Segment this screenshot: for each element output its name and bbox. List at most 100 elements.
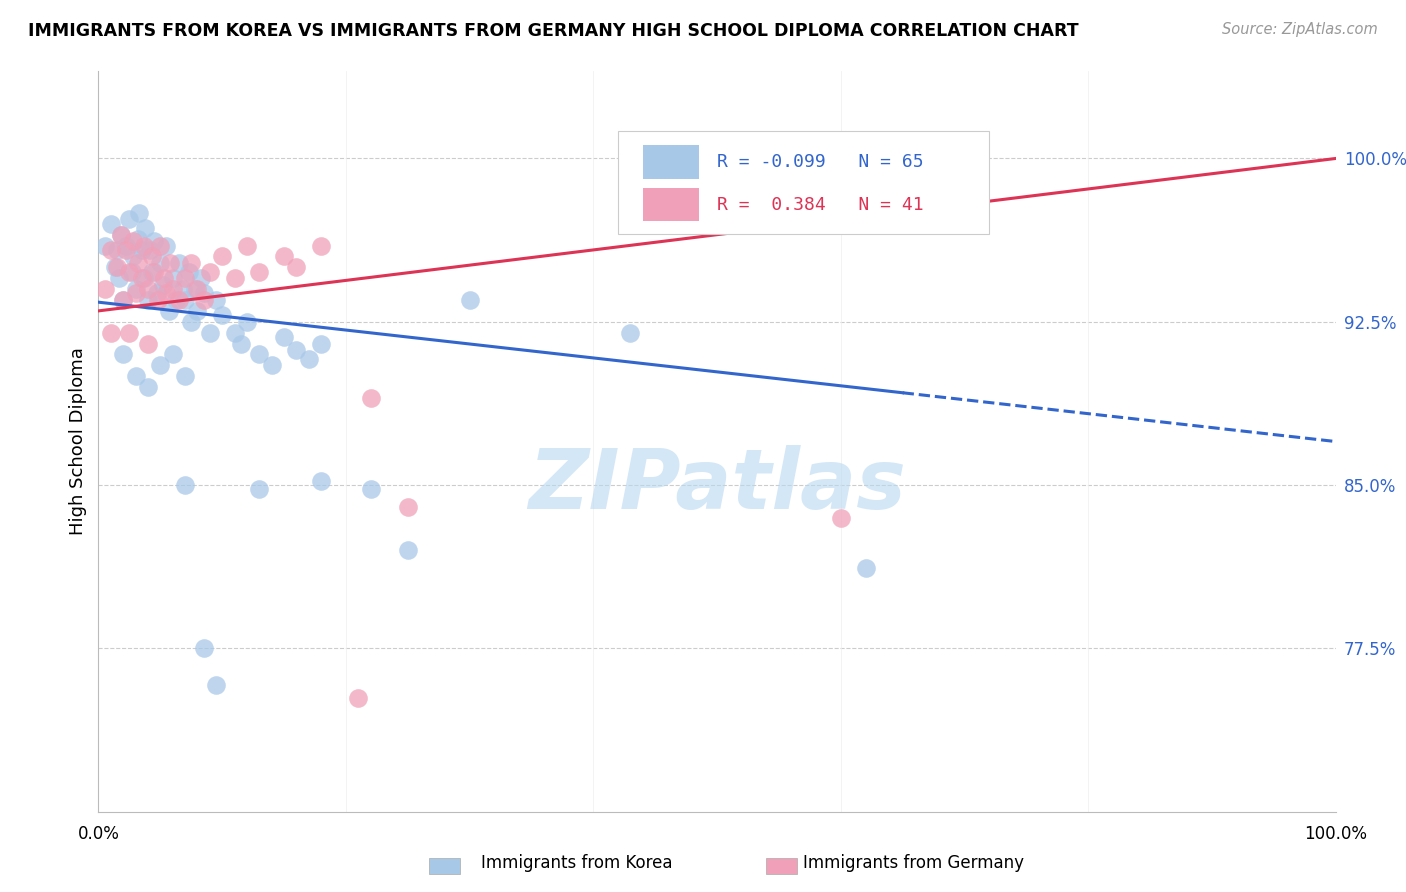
Point: [309, 336, 332, 351]
Point: [112, 293, 135, 307]
Point: [103, 260, 125, 275]
Point: [145, 286, 167, 301]
Point: [105, 260, 128, 275]
Point: [149, 359, 172, 373]
Point: [193, 641, 215, 656]
Point: [309, 238, 332, 252]
Point: [205, 678, 228, 692]
Point: [174, 369, 197, 384]
Point: [273, 330, 295, 344]
Point: [114, 243, 136, 257]
Point: [396, 543, 419, 558]
Point: [162, 347, 184, 361]
Point: [131, 271, 153, 285]
Point: [162, 271, 184, 285]
Point: [127, 256, 149, 270]
Point: [224, 326, 246, 340]
Point: [110, 227, 132, 242]
Point: [172, 282, 194, 296]
Point: [136, 282, 159, 296]
Text: Source: ZipAtlas.com: Source: ZipAtlas.com: [1222, 22, 1378, 37]
Point: [247, 265, 270, 279]
Point: [121, 265, 143, 279]
Point: [127, 232, 149, 246]
Point: [236, 315, 259, 329]
Point: [141, 265, 163, 279]
Point: [93, 282, 115, 296]
Point: [149, 256, 172, 270]
Point: [177, 265, 200, 279]
Point: [118, 265, 141, 279]
Point: [167, 256, 190, 270]
Point: [247, 483, 270, 497]
Point: [155, 238, 177, 252]
Point: [247, 347, 270, 361]
Point: [198, 326, 221, 340]
Point: [180, 315, 202, 329]
Text: Immigrants from Germany: Immigrants from Germany: [803, 855, 1025, 872]
Point: [211, 250, 233, 264]
Text: 0.0%: 0.0%: [77, 825, 120, 843]
Point: [108, 271, 131, 285]
Point: [285, 260, 308, 275]
Y-axis label: High School Diploma: High School Diploma: [69, 348, 87, 535]
Point: [309, 474, 332, 488]
Point: [93, 238, 115, 252]
Point: [157, 304, 180, 318]
Text: R = -0.099   N = 65: R = -0.099 N = 65: [717, 153, 924, 170]
Point: [139, 243, 162, 257]
Point: [100, 217, 122, 231]
Point: [143, 234, 166, 248]
Point: [159, 256, 181, 270]
Point: [174, 293, 197, 307]
Point: [146, 293, 169, 307]
Point: [360, 483, 382, 497]
Point: [152, 277, 174, 292]
Point: [180, 256, 202, 270]
Point: [167, 293, 190, 307]
Point: [131, 243, 153, 257]
Point: [118, 326, 141, 340]
Point: [360, 391, 382, 405]
Point: [122, 250, 145, 264]
Point: [105, 243, 128, 257]
Point: [136, 336, 159, 351]
Point: [211, 308, 233, 322]
Point: [124, 282, 146, 296]
Text: ZIPatlas: ZIPatlas: [529, 445, 905, 526]
Point: [112, 293, 135, 307]
Point: [184, 282, 207, 296]
Point: [134, 238, 156, 252]
Point: [347, 691, 370, 706]
Point: [110, 227, 132, 242]
Point: [174, 478, 197, 492]
Point: [143, 265, 166, 279]
Text: 100.0%: 100.0%: [1305, 825, 1367, 843]
Text: IMMIGRANTS FROM KOREA VS IMMIGRANTS FROM GERMANY HIGH SCHOOL DIPLOMA CORRELATION: IMMIGRANTS FROM KOREA VS IMMIGRANTS FROM…: [28, 22, 1078, 40]
Point: [174, 271, 197, 285]
Point: [198, 265, 221, 279]
Point: [285, 343, 308, 357]
Point: [205, 293, 228, 307]
Point: [124, 369, 146, 384]
Point: [122, 234, 145, 248]
Point: [619, 326, 641, 340]
Point: [855, 561, 877, 575]
Point: [162, 282, 184, 296]
Point: [134, 221, 156, 235]
Point: [186, 282, 208, 296]
Point: [229, 336, 252, 351]
FancyBboxPatch shape: [766, 858, 797, 874]
FancyBboxPatch shape: [619, 130, 990, 235]
Point: [100, 243, 122, 257]
Text: R =  0.384   N = 41: R = 0.384 N = 41: [717, 195, 924, 213]
Point: [136, 293, 159, 307]
Point: [155, 286, 177, 301]
Point: [193, 286, 215, 301]
Point: [141, 250, 163, 264]
Point: [298, 351, 321, 366]
Point: [114, 238, 136, 252]
Point: [128, 206, 150, 220]
Point: [153, 271, 176, 285]
Point: [224, 271, 246, 285]
